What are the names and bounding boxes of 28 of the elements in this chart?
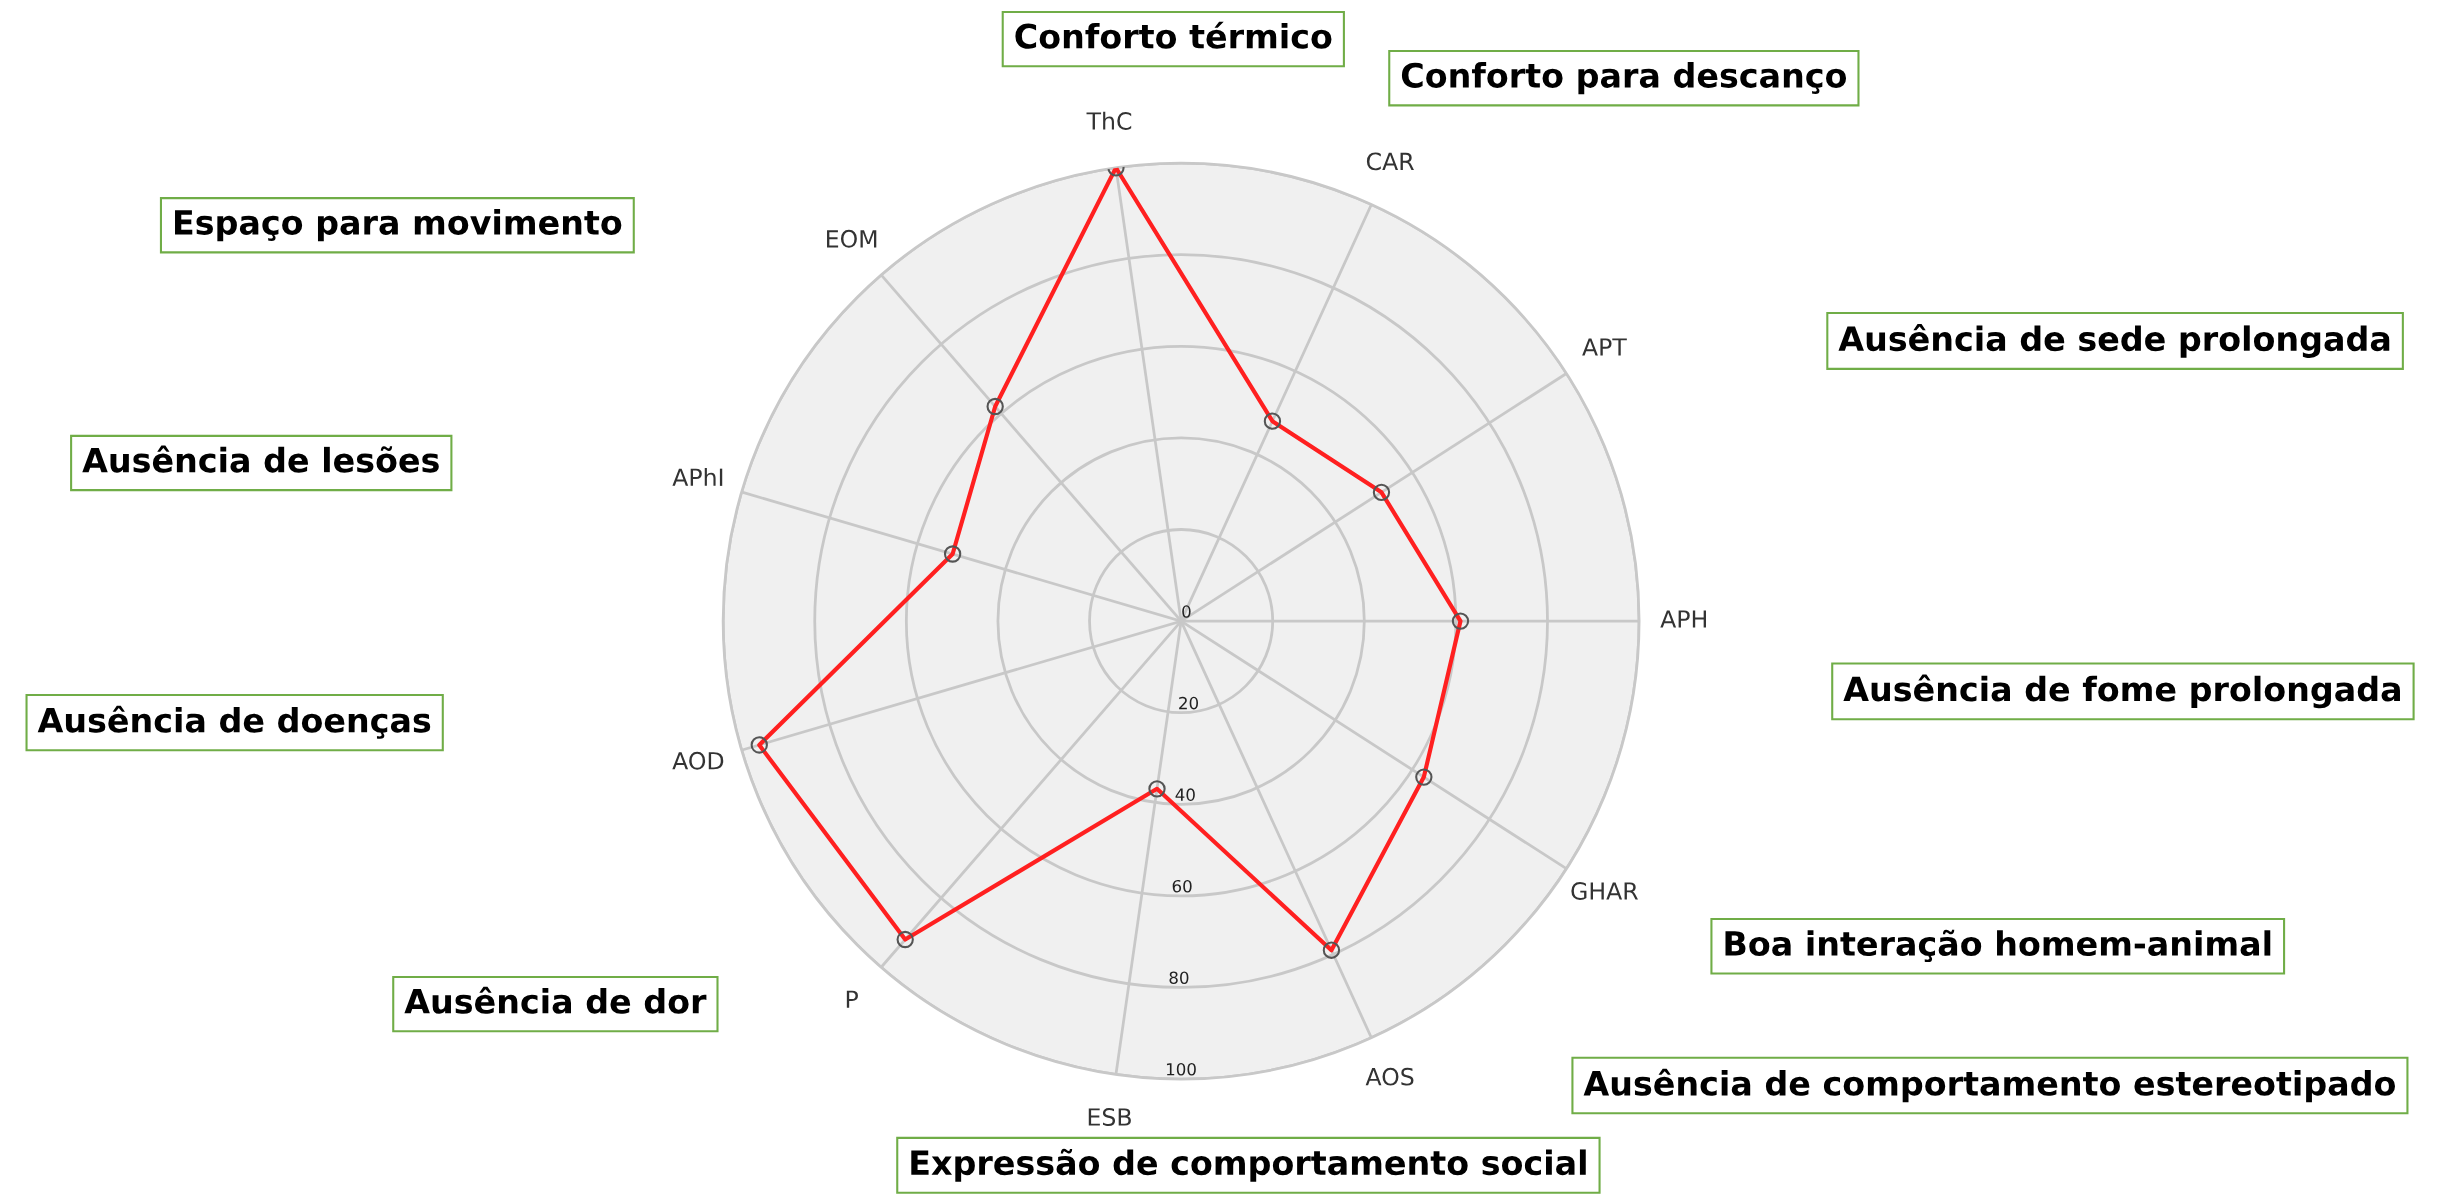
spoke-label: AOS xyxy=(1365,1067,1414,1086)
spoke-label: APhI xyxy=(672,467,723,486)
spoke-label: APT xyxy=(1582,338,1627,356)
text: Ausência de dor xyxy=(404,986,707,1014)
text: Espaço para movimento xyxy=(175,209,622,242)
y-tick-label: 40 xyxy=(1175,788,1195,801)
text: Conforto para descanço xyxy=(1401,62,1847,95)
spoke-label: GHAR xyxy=(1571,882,1638,900)
text: Ausência de fome prolongada xyxy=(1843,674,2400,709)
spoke-label: APH xyxy=(1660,610,1706,628)
text: Ausência de sede prolongada xyxy=(1838,324,2390,358)
text: Ausência de doenças xyxy=(37,705,431,739)
y-tick-label: 0 xyxy=(1182,605,1191,618)
spoke-label: CAR xyxy=(1366,152,1414,171)
text: Conforto térmico xyxy=(1015,21,1332,49)
y-tick-label: 20 xyxy=(1179,696,1199,710)
text: Boa interação homem-animal xyxy=(1725,929,2271,963)
text: Ausência de lesões xyxy=(82,445,439,473)
spoke-label: ESB xyxy=(1088,1108,1131,1126)
y-tick-label: 80 xyxy=(1169,971,1189,985)
text: Expressão de comportamento social xyxy=(911,1148,1586,1182)
spoke-label: AOD xyxy=(672,751,724,770)
spoke-label: EOM xyxy=(827,229,877,248)
y-tick-label: 100 xyxy=(1166,1062,1196,1076)
spoke-label: ThC xyxy=(1086,111,1132,130)
text: Ausência de comportamento estereotipado xyxy=(1583,1068,2395,1103)
y-tick-label: 60 xyxy=(1172,879,1192,893)
spoke-label: P xyxy=(846,990,858,1008)
